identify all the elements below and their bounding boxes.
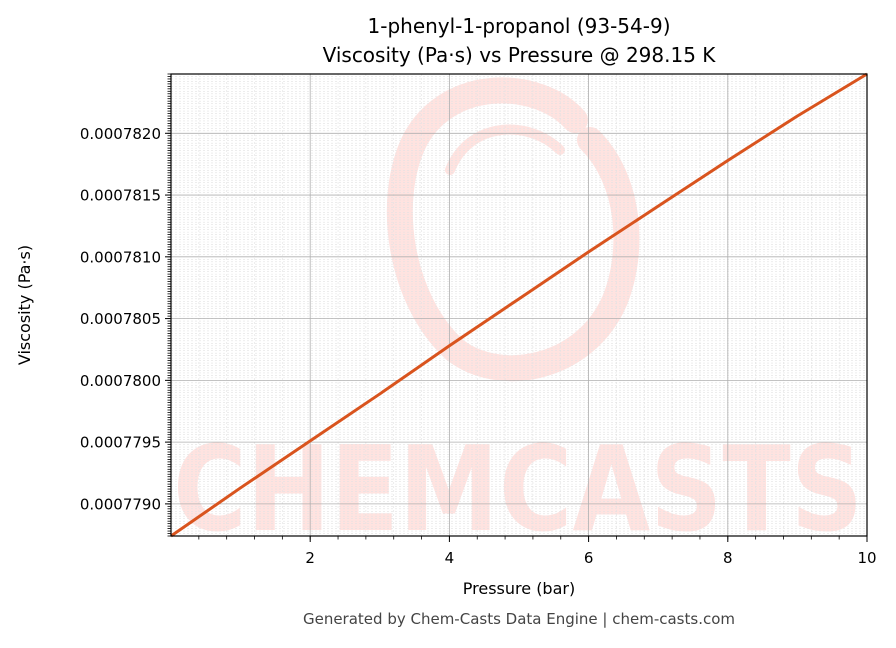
chart-title-line1: 1-phenyl-1-propanol (93-54-9): [368, 14, 671, 38]
y-tick-label: 0.0007820: [80, 125, 161, 143]
x-tick-label: 6: [584, 549, 594, 567]
series-line-0: [170, 72, 868, 538]
axis-ticks: [165, 73, 868, 542]
y-axis-label: Viscosity (Pa·s): [15, 245, 34, 365]
x-tick-label: 10: [857, 549, 876, 567]
y-tick-label: 0.0007795: [80, 434, 161, 452]
x-tick-labels: 2 4 6 8 10: [305, 549, 876, 567]
y-tick-labels: 0.0007790 0.0007795 0.0007800 0.0007805 0.00…: [80, 125, 161, 514]
y-tick-label: 0.0007805: [80, 310, 161, 328]
chart-title-line2: Viscosity (Pa·s) vs Pressure @ 298.15 K: [323, 43, 717, 67]
footer-credit: Generated by Chem-Casts Data Engine | ch…: [303, 610, 735, 628]
plot-frame: [170, 73, 868, 537]
y-tick-label: 0.0007815: [80, 187, 161, 205]
minor-grid: [171, 73, 867, 537]
y-tick-label: 0.0007800: [80, 372, 161, 390]
x-tick-label: 8: [723, 549, 733, 567]
y-tick-label: 0.0007790: [80, 495, 161, 513]
series-layer: [170, 72, 868, 538]
x-axis-label: Pressure (bar): [463, 579, 575, 598]
x-tick-label: 4: [445, 549, 455, 567]
y-tick-label: 0.0007810: [80, 248, 161, 266]
x-tick-label: 2: [305, 549, 315, 567]
